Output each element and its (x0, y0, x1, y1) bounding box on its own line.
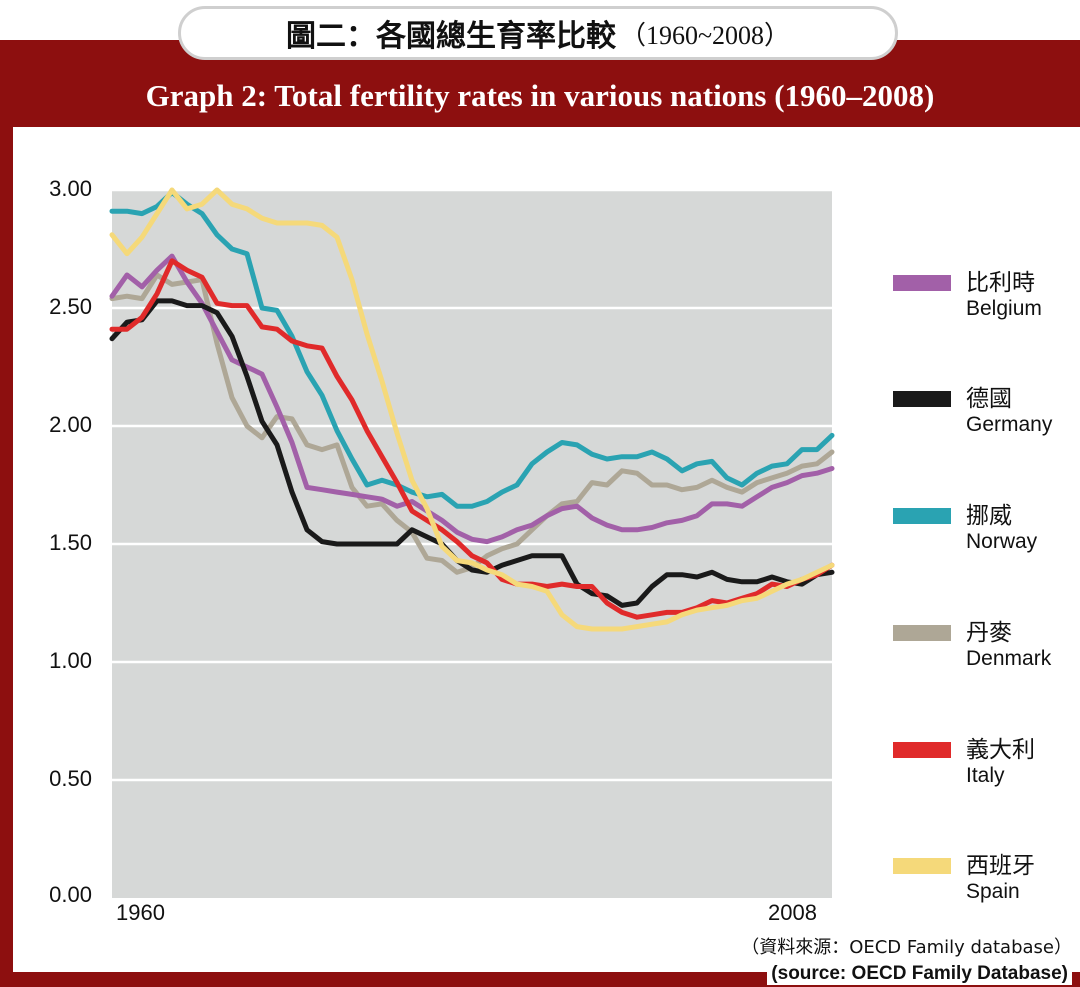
legend-label-zh: 比利時 (966, 270, 1035, 296)
chinese-title: 圖二：各國總生育率比較 (285, 19, 616, 54)
source-note-en: (source: OECD Family Database) (767, 963, 1072, 985)
y-tick-label-0.50: 0.50 (49, 766, 92, 791)
legend-label-zh: 德國 (966, 386, 1012, 412)
source-note-zh: （資料來源：OECD Family database） (741, 937, 1072, 958)
y-tick-label-2.50: 2.50 (49, 294, 92, 319)
legend-label-en: Italy (966, 764, 1005, 787)
legend-swatch-belgium (893, 275, 951, 291)
legend-label-zh: 丹麥 (966, 620, 1012, 646)
chart-title: Graph 2: Total fertility rates in variou… (145, 78, 935, 113)
y-tick-label-3.00: 3.00 (49, 176, 92, 201)
series-line-italy (109, 258, 835, 620)
series-lines (109, 187, 835, 632)
y-tick-label-1.00: 1.00 (49, 648, 92, 673)
series-line-spain (109, 187, 835, 632)
legend-label-en: Belgium (966, 297, 1042, 320)
legend-label-en: Denmark (966, 647, 1052, 670)
legend-label-en: Germany (966, 413, 1053, 436)
chinese-title-years: （1960~2008） (619, 20, 791, 50)
caption-banner: 圖二：各國總生育率比較 （1960~2008） (178, 6, 898, 60)
y-tick-label-0.00: 0.00 (49, 882, 92, 907)
legend-label-zh: 西班牙 (966, 853, 1035, 879)
x-tick-label-2008: 2008 (768, 900, 817, 925)
legend-swatch-spain (893, 858, 951, 874)
legend-label-en: Spain (966, 880, 1020, 903)
series-line-germany (109, 298, 835, 608)
series-line-norway (109, 189, 835, 509)
legend-swatch-denmark (893, 625, 951, 641)
legend-label-zh: 挪威 (966, 503, 1012, 529)
legend-swatch-norway (893, 508, 951, 524)
legend-label-zh: 義大利 (966, 737, 1035, 763)
x-tick-label-1960: 1960 (116, 900, 165, 925)
y-tick-label-1.50: 1.50 (49, 530, 92, 555)
series-line-belgium (109, 253, 835, 545)
y-tick-label-2.00: 2.00 (49, 412, 92, 437)
legend-label-en: Norway (966, 530, 1038, 553)
legend-swatch-germany (893, 391, 951, 407)
legend-swatch-italy (893, 742, 951, 758)
